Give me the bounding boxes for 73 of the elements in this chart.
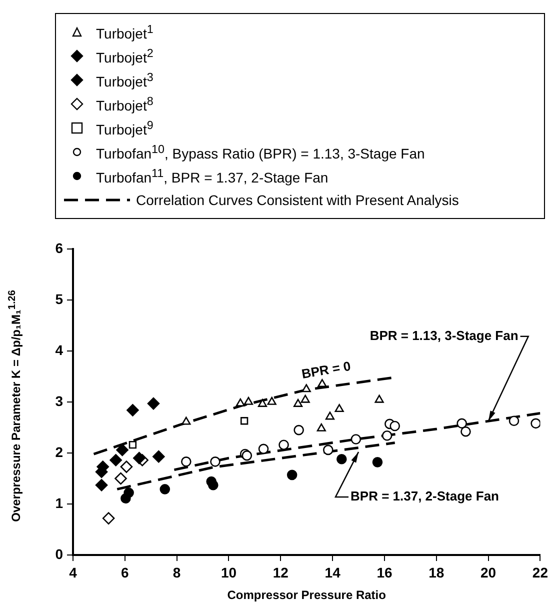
x-tick-label: 14 xyxy=(324,564,341,580)
point xyxy=(152,450,165,463)
point xyxy=(334,404,344,412)
point xyxy=(294,424,304,436)
point xyxy=(460,426,471,437)
y-tick-label: 5 xyxy=(55,290,64,307)
point xyxy=(302,384,311,392)
legend-label: Turbojet$^{1}$ xyxy=(96,22,154,42)
x-axis-title: Compressor Pressure Ratio xyxy=(227,588,386,602)
point xyxy=(530,418,540,429)
point xyxy=(240,417,248,425)
x-tick-label: 20 xyxy=(480,564,496,580)
point xyxy=(258,444,269,454)
point xyxy=(133,452,146,464)
point xyxy=(374,394,384,403)
y-tick-label: 3 xyxy=(55,392,64,409)
point xyxy=(278,440,289,450)
x-tick-label: 10 xyxy=(220,564,237,580)
point xyxy=(318,379,327,388)
legend-label: Turbofan$^{11}$, BPR = 1.37, 2-Stage Fan xyxy=(96,166,328,186)
point xyxy=(316,423,326,432)
x-tick-label: 6 xyxy=(121,564,130,580)
point xyxy=(208,480,218,490)
point xyxy=(181,456,192,467)
x-tick-label: 12 xyxy=(272,564,289,580)
point xyxy=(114,472,127,485)
point xyxy=(267,396,276,405)
legend-label: Turbojet$^{3}$ xyxy=(96,70,154,90)
point xyxy=(116,444,128,456)
point xyxy=(124,488,134,498)
point xyxy=(182,416,191,425)
point xyxy=(300,394,310,403)
point xyxy=(382,430,392,441)
annotation: BPR = 1.37, 2-Stage Fan xyxy=(350,488,500,504)
x-tick-label: 4 xyxy=(69,564,78,580)
x-tick-label: 16 xyxy=(376,564,392,580)
annotation: BPR = 1.13, 3-Stage Fan xyxy=(370,328,518,343)
point xyxy=(508,416,520,426)
point xyxy=(258,398,268,407)
point xyxy=(120,460,133,473)
point xyxy=(128,441,137,449)
legend-label: Turbofan$^{10}$, Bypass Ratio (BPR) = 1.13, 3-Stage Fan xyxy=(96,142,425,162)
point xyxy=(336,454,347,464)
point xyxy=(126,404,139,416)
point xyxy=(210,456,220,467)
point xyxy=(236,398,245,406)
point xyxy=(147,397,160,410)
legend-label: Turbojet$^{9}$ xyxy=(96,118,154,138)
point xyxy=(372,457,383,468)
point xyxy=(293,398,303,407)
y-tick-label: 4 xyxy=(55,342,64,358)
point xyxy=(110,454,122,466)
y-tick-label: 0 xyxy=(55,546,64,562)
annotation: BPR = 0 xyxy=(300,358,352,382)
point xyxy=(323,444,334,456)
point xyxy=(244,396,254,405)
point xyxy=(325,412,335,420)
point xyxy=(102,512,115,524)
legend-label: Turbojet$^{8}$ xyxy=(96,94,154,114)
point xyxy=(390,420,400,432)
point xyxy=(350,434,362,444)
y-tick-label: 6 xyxy=(55,240,64,256)
point xyxy=(286,470,298,480)
x-tick-label: 22 xyxy=(532,564,548,580)
x-tick-label: 18 xyxy=(428,564,444,580)
point xyxy=(456,418,467,429)
y-tick-label: 1 xyxy=(55,494,64,511)
legend-label: Turbojet$^{2}$ xyxy=(96,46,154,66)
point xyxy=(160,484,170,494)
legend-label: Correlation Curves Consistent with Present Analysis xyxy=(136,192,459,208)
y-tick-label: 2 xyxy=(55,444,64,460)
point xyxy=(95,478,108,492)
x-tick-label: 8 xyxy=(172,564,181,580)
